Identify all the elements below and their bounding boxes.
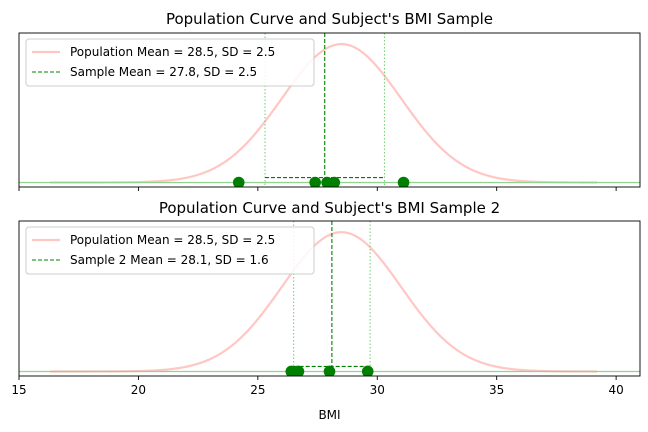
legend-entry-population: Population Mean = 28.5, SD = 2.5 xyxy=(70,45,275,59)
x-tick-label: 25 xyxy=(250,383,265,397)
legend: Population Mean = 28.5, SD = 2.5 Sample … xyxy=(25,38,315,87)
legend-box xyxy=(25,226,315,275)
x-tick-label: 35 xyxy=(489,383,504,397)
chart-panel-1: Population Curve and Subject's BMI Sampl… xyxy=(18,10,641,191)
plot-inner xyxy=(19,33,640,187)
chart-title: Population Curve and Subject's BMI Sampl… xyxy=(159,199,500,217)
sample-point xyxy=(323,365,336,376)
legend-entry-sample: Sample Mean = 27.8, SD = 2.5 xyxy=(70,65,257,79)
x-tick-label: 20 xyxy=(131,383,146,397)
chart-title: Population Curve and Subject's BMI Sampl… xyxy=(166,10,493,28)
plot-frame xyxy=(18,220,641,377)
legend-box xyxy=(25,38,315,87)
sample-point xyxy=(361,365,374,376)
x-axis-label: BMI xyxy=(318,408,340,422)
sample-point xyxy=(232,176,245,187)
x-axis xyxy=(18,32,641,191)
sample-point xyxy=(328,176,341,187)
x-tick-label: 15 xyxy=(11,383,26,397)
sample-point xyxy=(292,365,305,376)
sample-point xyxy=(397,176,410,187)
sample-point xyxy=(309,176,321,187)
legend-entry-population: Population Mean = 28.5, SD = 2.5 xyxy=(70,233,275,247)
legend-entry-sample: Sample 2 Mean = 28.1, SD = 1.6 xyxy=(70,253,269,267)
x-tick-label: 40 xyxy=(608,383,623,397)
x-axis: 15 20 25 30 35 40 xyxy=(11,220,641,397)
plot-area xyxy=(19,33,640,187)
x-tick-label: 30 xyxy=(370,383,385,397)
chart-panel-2: Population Curve and Subject's BMI Sampl… xyxy=(11,199,641,422)
legend: Population Mean = 28.5, SD = 2.5 Sample … xyxy=(25,226,315,275)
plot-frame xyxy=(18,32,641,188)
